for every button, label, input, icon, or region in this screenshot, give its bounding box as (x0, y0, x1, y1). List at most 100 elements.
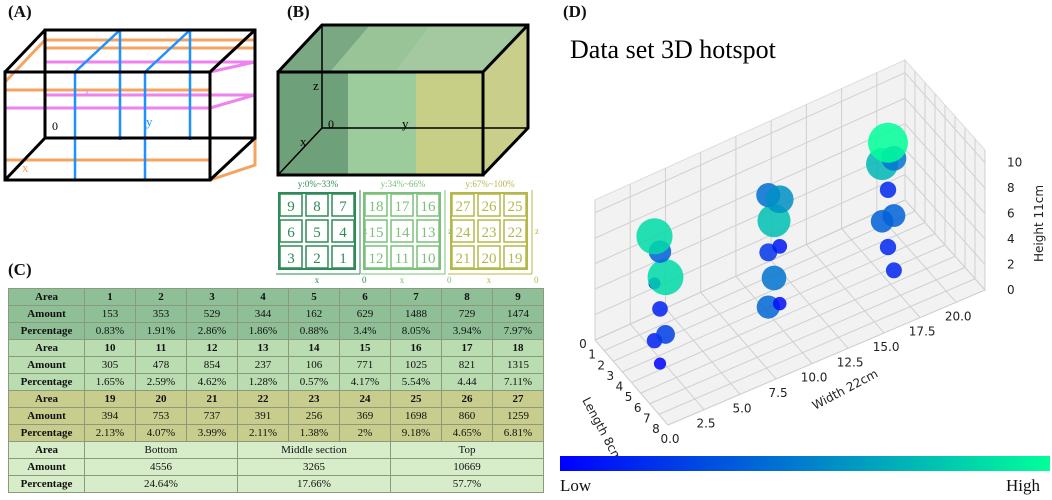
y-tick-label: 2.5 (696, 417, 715, 431)
layer-grid-area-number: 14 (395, 225, 411, 241)
layer-grid-area-number: 10 (421, 251, 436, 267)
table-cell: 13 (237, 339, 289, 357)
layer-grid-area-number: 21 (456, 251, 471, 267)
table-cell: 7 (390, 288, 442, 306)
table-cell: 478 (135, 356, 187, 374)
chart-gridlines (594, 60, 986, 426)
table-row: Amount 305 478 854 237 106 771 1025 821 1315 (8, 356, 544, 374)
layer-grid-area-number: 4 (339, 225, 347, 241)
x-axis-label: Length 8cm (579, 395, 625, 464)
hotspot-point (879, 238, 897, 256)
layer-grid-cell (364, 193, 388, 217)
hotspot-point (653, 357, 667, 370)
layer-grid-cell (451, 193, 475, 217)
x-tick-label: 0 (579, 337, 587, 351)
table-cell: Percentage (8, 322, 85, 340)
table-cell: Amount (8, 305, 85, 323)
layer-grid-area-number: 2 (313, 251, 321, 267)
panel-a-box-edges (3, 28, 257, 182)
layer-grid-cell (331, 245, 355, 269)
area-amount-table: Area 1 2 3 4 5 6 7 8 9 Amount 153 353 529 344 162 629 148… (8, 288, 544, 493)
layer-grid-area-number: 7 (339, 199, 347, 215)
table-cell: 25 (390, 390, 442, 408)
table-cell: 22 (237, 390, 289, 408)
table-row: Percentage 2.13% 4.07% 3.99% 2.11% 1.38% 2% 9.1… (8, 424, 544, 442)
x-tick-label: 4 (616, 380, 624, 394)
table-summary-row: Percentage 24.64% 17.66% 57.7% (8, 475, 544, 493)
z-tick-label: 0 (1007, 283, 1015, 297)
layer-grid-area-number: 24 (456, 225, 472, 241)
table-cell: 1.28% (237, 373, 289, 391)
panel-b-segment-3 (416, 72, 483, 175)
chart-title: Data set 3D hotspot (570, 35, 777, 64)
layer-grid-cell (503, 245, 527, 269)
layer-grid-area-number: 13 (421, 225, 436, 241)
table-cell: Top (390, 441, 544, 459)
table-cell: 2.86% (186, 322, 238, 340)
z-tick-label: 6 (1007, 207, 1015, 221)
panel-label-b: (B) (287, 2, 310, 21)
x-tick-label: 8 (652, 422, 660, 436)
table-cell: 8 (441, 288, 493, 306)
layer-grid-1: y:0%~33%9 8 76 5 43 2 1zx 0 (276, 179, 367, 285)
z-axis-label: Height 11cm (1032, 185, 1046, 262)
layer-grid-area-number: 22 (508, 225, 523, 241)
table-cell: 3.94% (441, 322, 493, 340)
y-tick-label: 12.5 (837, 355, 864, 369)
x-tick-label: 1 (588, 348, 596, 362)
table-cell: 753 (135, 407, 187, 425)
table-cell: 4.17% (339, 373, 391, 391)
table-cell: 2% (339, 424, 391, 442)
table-cell: 353 (135, 305, 187, 323)
table-row: Amount 394 753 737 391 256 369 1698 860 1259 (8, 407, 544, 425)
layer-grid-cell (451, 219, 475, 243)
panel-b-label-y: y (402, 116, 409, 131)
layer-grid-cell (331, 193, 355, 217)
panel-b-label-z: z (313, 78, 319, 93)
layer-grid-cell (416, 245, 440, 269)
table-cell: 729 (441, 305, 493, 323)
layer-grid-title: y:0%~33% (298, 179, 339, 189)
panel-b-segment-2 (348, 72, 416, 175)
layer-grid-area-number: 15 (369, 225, 384, 241)
table-cell: 20 (135, 390, 187, 408)
table-cell: 629 (339, 305, 391, 323)
layer-grid-title: y:67%~100% (465, 179, 515, 189)
panel-a-label-y: y (146, 114, 153, 129)
table-cell: 854 (186, 356, 238, 374)
layer-grid-area-number: 3 (287, 251, 295, 267)
layer-grid-area-number: 8 (313, 199, 321, 215)
x-tick-label: 2 (597, 358, 605, 372)
layer-grid-cell (503, 193, 527, 217)
table-cell: 17 (441, 339, 493, 357)
table-cell: Middle section (237, 441, 391, 459)
panel-a-blue-planes (73, 29, 192, 180)
panel-label-d: (D) (563, 2, 587, 21)
table-row: Area 19 20 21 22 23 24 25 26 27 (8, 390, 544, 408)
layer-grid-origin: 0 (534, 275, 539, 285)
layer-grid-origin: 0 (362, 275, 367, 285)
y-tick-label: 7.5 (769, 386, 788, 400)
table-cell: 529 (186, 305, 238, 323)
hotspot-point (636, 218, 673, 255)
x-tick-label: 5 (625, 390, 633, 404)
table-cell: Percentage (8, 475, 85, 493)
x-tick-label: 7 (643, 411, 651, 425)
table-summary-row: Area Bottom Middle section Top (8, 441, 544, 459)
table-cell: 3 (186, 288, 238, 306)
layer-grid-cell (364, 245, 388, 269)
y-tick-label: 20.0 (945, 309, 972, 323)
hotspot-point (885, 262, 902, 279)
layer-grid-cell (477, 193, 501, 217)
layer-grid-title: y:34%~66% (381, 179, 426, 189)
layer-grid-cell (416, 193, 440, 217)
layer-grid-cell (305, 193, 329, 217)
table-cell: 23 (288, 390, 340, 408)
panel-b-right-face (483, 25, 528, 175)
table-cell: Area (8, 441, 85, 459)
hotspot-point (647, 259, 684, 296)
table-cell: 0.88% (288, 322, 340, 340)
